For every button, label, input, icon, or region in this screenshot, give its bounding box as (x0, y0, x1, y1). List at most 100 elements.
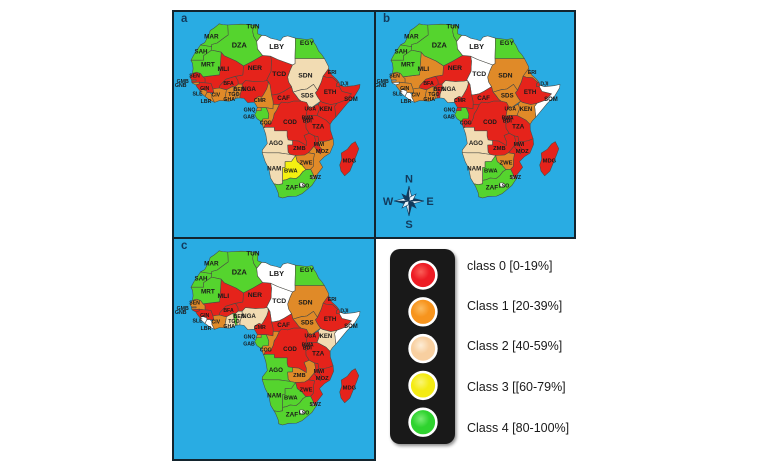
svg-text:SDN: SDN (498, 73, 512, 80)
svg-text:LBR: LBR (201, 326, 212, 332)
svg-text:BDI: BDI (303, 346, 312, 352)
svg-text:MDG: MDG (343, 386, 357, 392)
svg-text:GMB: GMB (177, 306, 189, 312)
svg-text:BWA: BWA (284, 169, 298, 175)
svg-text:DJI: DJI (540, 81, 549, 87)
svg-text:MRT: MRT (401, 62, 415, 69)
svg-text:BWA: BWA (284, 396, 298, 402)
svg-text:TGO: TGO (428, 92, 439, 98)
svg-text:MOZ: MOZ (516, 149, 529, 155)
svg-text:SDS: SDS (501, 93, 514, 100)
svg-text:TZA: TZA (312, 124, 325, 131)
svg-text:UGA: UGA (305, 106, 317, 112)
svg-text:E: E (426, 196, 433, 208)
svg-text:TCD: TCD (472, 71, 486, 78)
svg-text:SLE: SLE (392, 92, 403, 98)
svg-text:UGA: UGA (305, 333, 317, 339)
svg-text:TGO: TGO (228, 92, 239, 98)
svg-text:GNB: GNB (175, 310, 187, 316)
svg-text:ZAF: ZAF (286, 411, 299, 418)
svg-text:CMR: CMR (254, 325, 266, 331)
svg-text:KEN: KEN (320, 107, 333, 113)
svg-text:COG: COG (260, 120, 272, 126)
svg-text:TZA: TZA (512, 124, 525, 131)
svg-text:MRT: MRT (201, 289, 215, 296)
svg-text:SWZ: SWZ (510, 175, 522, 181)
svg-text:TCD: TCD (272, 298, 286, 305)
svg-text:TZA: TZA (312, 351, 325, 358)
svg-text:MLI: MLI (217, 293, 229, 300)
svg-text:ZMB: ZMB (293, 373, 306, 379)
svg-text:BEN: BEN (234, 314, 245, 320)
svg-text:ETH: ETH (324, 316, 337, 323)
svg-text:NAM: NAM (267, 166, 281, 173)
svg-text:GAB: GAB (243, 341, 255, 347)
svg-text:COG: COG (460, 120, 472, 126)
svg-text:COD: COD (283, 346, 297, 353)
svg-text:SOM: SOM (344, 324, 358, 330)
svg-text:ETH: ETH (524, 89, 537, 96)
svg-text:CIV: CIV (411, 93, 420, 99)
svg-text:NGA: NGA (242, 313, 256, 320)
svg-text:CIV: CIV (211, 93, 220, 99)
svg-text:N: N (405, 174, 413, 186)
svg-text:ERI: ERI (328, 297, 337, 303)
svg-text:BWA: BWA (484, 169, 498, 175)
svg-text:LBR: LBR (201, 99, 212, 105)
svg-text:GNB: GNB (375, 83, 387, 89)
svg-text:RWA: RWA (502, 116, 514, 122)
svg-text:GMB: GMB (377, 79, 389, 85)
svg-text:MAR: MAR (404, 33, 419, 40)
svg-text:EGY: EGY (300, 40, 315, 47)
svg-text:NER: NER (248, 292, 262, 299)
svg-text:SLE: SLE (192, 319, 203, 325)
svg-text:LSO: LSO (499, 183, 510, 189)
svg-text:SEN: SEN (189, 301, 200, 307)
svg-text:KEN: KEN (320, 334, 333, 340)
svg-text:BDI: BDI (503, 119, 512, 125)
svg-text:GNQ: GNQ (244, 335, 256, 341)
svg-text:GNQ: GNQ (244, 108, 256, 114)
svg-text:W: W (383, 196, 394, 208)
svg-text:SLE: SLE (192, 92, 203, 98)
svg-text:EGY: EGY (300, 267, 315, 274)
svg-text:AGO: AGO (269, 367, 283, 374)
svg-text:CAF: CAF (477, 95, 490, 102)
svg-text:LBY: LBY (269, 269, 284, 278)
svg-text:MWI: MWI (314, 142, 325, 148)
svg-text:LBR: LBR (401, 99, 412, 105)
svg-text:SEN: SEN (189, 74, 200, 80)
svg-text:GIN: GIN (400, 86, 409, 92)
svg-text:MWI: MWI (514, 142, 525, 148)
svg-text:SWZ: SWZ (310, 402, 322, 408)
svg-text:SDS: SDS (301, 93, 314, 100)
svg-text:MOZ: MOZ (316, 149, 329, 155)
svg-text:AGO: AGO (469, 140, 483, 147)
svg-text:ERI: ERI (528, 70, 537, 76)
svg-text:MAR: MAR (204, 33, 219, 40)
svg-text:SAH: SAH (194, 48, 208, 55)
svg-text:MAR: MAR (204, 260, 219, 267)
svg-text:DJI: DJI (340, 308, 349, 314)
svg-text:AGO: AGO (269, 140, 283, 147)
svg-text:ZAF: ZAF (486, 184, 499, 191)
svg-text:BFA: BFA (423, 81, 434, 87)
svg-text:ZWE: ZWE (300, 161, 313, 167)
svg-text:SWZ: SWZ (310, 175, 322, 181)
svg-text:SDN: SDN (298, 73, 312, 80)
svg-text:ZMB: ZMB (293, 146, 306, 152)
svg-text:DZA: DZA (232, 268, 248, 277)
svg-text:LSO: LSO (299, 183, 310, 189)
svg-text:LBY: LBY (269, 42, 284, 51)
svg-text:KEN: KEN (520, 107, 533, 113)
svg-text:CAF: CAF (277, 322, 290, 329)
svg-text:TUN: TUN (246, 251, 260, 258)
svg-text:CIV: CIV (211, 320, 220, 326)
svg-text:CMR: CMR (454, 98, 466, 104)
svg-text:NAM: NAM (267, 393, 281, 400)
svg-text:CAF: CAF (277, 95, 290, 102)
svg-text:MRT: MRT (201, 62, 215, 69)
svg-text:MLI: MLI (417, 66, 429, 73)
svg-text:BFA: BFA (223, 308, 234, 314)
svg-text:TUN: TUN (446, 24, 460, 31)
